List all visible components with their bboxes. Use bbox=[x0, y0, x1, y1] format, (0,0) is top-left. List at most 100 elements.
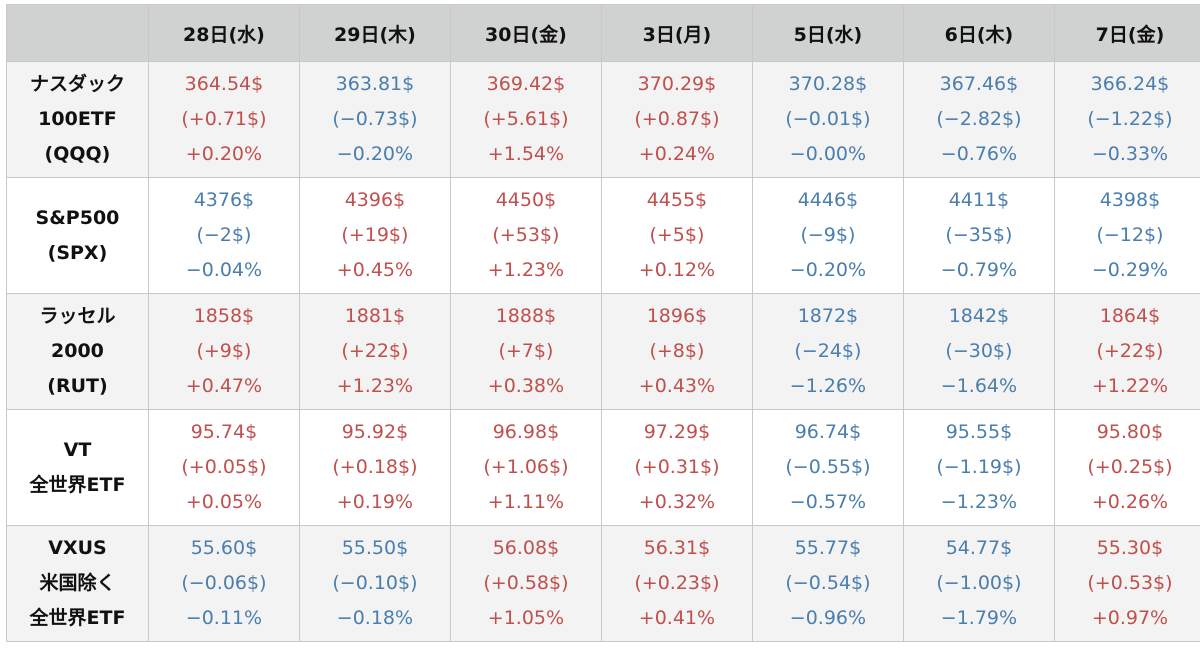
price-value: 1872$ bbox=[797, 305, 859, 327]
price-cell: 363.81$ (−0.73$) −0.20% bbox=[298, 61, 451, 178]
header-day: 5日(水) bbox=[751, 4, 904, 62]
percent-value: +1.11% bbox=[487, 491, 565, 513]
row-label-line: VXUS bbox=[48, 537, 107, 559]
change-value: (−0.01$) bbox=[785, 108, 871, 130]
price-value: 4455$ bbox=[646, 189, 708, 211]
row-label: VT 全世界ETF bbox=[6, 409, 149, 526]
price-cell: 1858$ (+9$) +0.47% bbox=[147, 293, 300, 410]
price-cell: 4396$ (+19$) +0.45% bbox=[298, 177, 451, 294]
percent-value: −1.23% bbox=[940, 491, 1018, 513]
price-value: 4446$ bbox=[797, 189, 859, 211]
price-cell: 1872$ (−24$) −1.26% bbox=[751, 293, 904, 410]
row-label-line: 全世界ETF bbox=[29, 473, 126, 496]
percent-value: −0.20% bbox=[336, 143, 414, 165]
header-day: 6日(木) bbox=[902, 4, 1055, 62]
price-cell: 95.55$ (−1.19$) −1.23% bbox=[902, 409, 1055, 526]
percent-value: +0.32% bbox=[638, 491, 716, 513]
price-value: 1864$ bbox=[1099, 305, 1161, 327]
percent-value: +0.20% bbox=[185, 143, 263, 165]
change-value: (+5$) bbox=[649, 224, 705, 246]
change-value: (+0.58$) bbox=[483, 572, 569, 594]
change-value: (−0.06$) bbox=[181, 572, 267, 594]
change-value: (+53$) bbox=[492, 224, 560, 246]
percent-value: +0.45% bbox=[336, 259, 414, 281]
price-value: 95.80$ bbox=[1096, 421, 1164, 443]
table-row: VT 全世界ETF 95.74$ (+0.05$) +0.05% 95.92$ (+0.18… bbox=[6, 409, 1200, 526]
percent-value: +0.24% bbox=[638, 143, 716, 165]
percent-value: −0.79% bbox=[940, 259, 1018, 281]
percent-value: +1.54% bbox=[487, 143, 565, 165]
header-day: 30日(金) bbox=[449, 4, 602, 62]
change-value: (−9$) bbox=[800, 224, 856, 246]
change-value: (+22$) bbox=[341, 340, 409, 362]
change-value: (−0.54$) bbox=[785, 572, 871, 594]
change-value: (−1.00$) bbox=[936, 572, 1022, 594]
price-value: 95.55$ bbox=[945, 421, 1013, 443]
percent-value: −1.26% bbox=[789, 375, 867, 397]
price-cell: 4450$ (+53$) +1.23% bbox=[449, 177, 602, 294]
percent-value: −0.00% bbox=[789, 143, 867, 165]
change-value: (+9$) bbox=[196, 340, 252, 362]
row-label-line: S&P500 bbox=[35, 206, 120, 229]
percent-value: +0.19% bbox=[336, 491, 414, 513]
change-value: (+0.71$) bbox=[181, 108, 267, 130]
header-day: 7日(金) bbox=[1053, 4, 1200, 62]
price-value: 4396$ bbox=[344, 189, 406, 211]
price-cell: 56.31$ (+0.23$) +0.41% bbox=[600, 525, 753, 642]
price-cell: 4376$ (−2$) −0.04% bbox=[147, 177, 300, 294]
percent-value: −0.96% bbox=[789, 607, 867, 629]
table-body: ナスダック 100ETF (QQQ) 364.54$ (+0.71$) +0.20% 363… bbox=[6, 61, 1200, 642]
percent-value: −1.79% bbox=[940, 607, 1018, 629]
change-value: (+1.06$) bbox=[483, 456, 569, 478]
change-value: (+0.18$) bbox=[332, 456, 418, 478]
price-value: 4411$ bbox=[948, 189, 1010, 211]
price-cell: 95.74$ (+0.05$) +0.05% bbox=[147, 409, 300, 526]
price-value: 363.81$ bbox=[335, 73, 415, 95]
price-cell: 366.24$ (−1.22$) −0.33% bbox=[1053, 61, 1200, 178]
change-value: (−12$) bbox=[1096, 224, 1164, 246]
price-cell: 55.77$ (−0.54$) −0.96% bbox=[751, 525, 904, 642]
row-label: ナスダック 100ETF (QQQ) bbox=[6, 61, 149, 178]
percent-value: +0.43% bbox=[638, 375, 716, 397]
price-value: 95.92$ bbox=[341, 421, 409, 443]
price-value: 95.74$ bbox=[190, 421, 258, 443]
percent-value: +0.47% bbox=[185, 375, 263, 397]
row-label-line: VT bbox=[63, 438, 92, 461]
percent-value: +0.38% bbox=[487, 375, 565, 397]
percent-value: −0.29% bbox=[1091, 259, 1169, 281]
table-row: ナスダック 100ETF (QQQ) 364.54$ (+0.71$) +0.20% 363… bbox=[6, 61, 1200, 178]
change-value: (−2$) bbox=[196, 224, 252, 246]
percent-value: −1.64% bbox=[940, 375, 1018, 397]
header-day: 3日(月) bbox=[600, 4, 753, 62]
price-value: 369.42$ bbox=[486, 73, 566, 95]
price-cell: 55.60$ (−0.06$) −0.11% bbox=[147, 525, 300, 642]
change-value: (+5.61$) bbox=[483, 108, 569, 130]
price-cell: 96.74$ (−0.55$) −0.57% bbox=[751, 409, 904, 526]
price-value: 364.54$ bbox=[184, 73, 264, 95]
percent-value: −0.33% bbox=[1091, 143, 1169, 165]
change-value: (+7$) bbox=[498, 340, 554, 362]
price-value: 370.28$ bbox=[788, 73, 868, 95]
price-cell: 364.54$ (+0.71$) +0.20% bbox=[147, 61, 300, 178]
percent-value: +0.05% bbox=[185, 491, 263, 513]
change-value: (−0.10$) bbox=[332, 572, 418, 594]
price-value: 1888$ bbox=[495, 305, 557, 327]
change-value: (−1.22$) bbox=[1087, 108, 1173, 130]
price-value: 56.08$ bbox=[492, 537, 560, 559]
row-label: ラッセル 2000 (RUT) bbox=[6, 293, 149, 410]
header-row: 28日(水) 29日(木) 30日(金) 3日(月) 5日(水) 6日(木) 7… bbox=[6, 4, 1200, 62]
price-cell: 367.46$ (−2.82$) −0.76% bbox=[902, 61, 1055, 178]
row-label: S&P500 (SPX) bbox=[6, 177, 149, 294]
price-value: 96.98$ bbox=[492, 421, 560, 443]
price-value: 54.77$ bbox=[945, 537, 1013, 559]
price-value: 4450$ bbox=[495, 189, 557, 211]
price-cell: 4455$ (+5$) +0.12% bbox=[600, 177, 753, 294]
price-value: 1896$ bbox=[646, 305, 708, 327]
row-label-line: ラッセル bbox=[39, 305, 116, 327]
percent-value: +1.23% bbox=[336, 375, 414, 397]
price-cell: 55.50$ (−0.10$) −0.18% bbox=[298, 525, 451, 642]
price-value: 55.30$ bbox=[1096, 537, 1164, 559]
change-value: (−2.82$) bbox=[936, 108, 1022, 130]
change-value: (+0.31$) bbox=[634, 456, 720, 478]
percent-value: −0.11% bbox=[185, 607, 263, 629]
